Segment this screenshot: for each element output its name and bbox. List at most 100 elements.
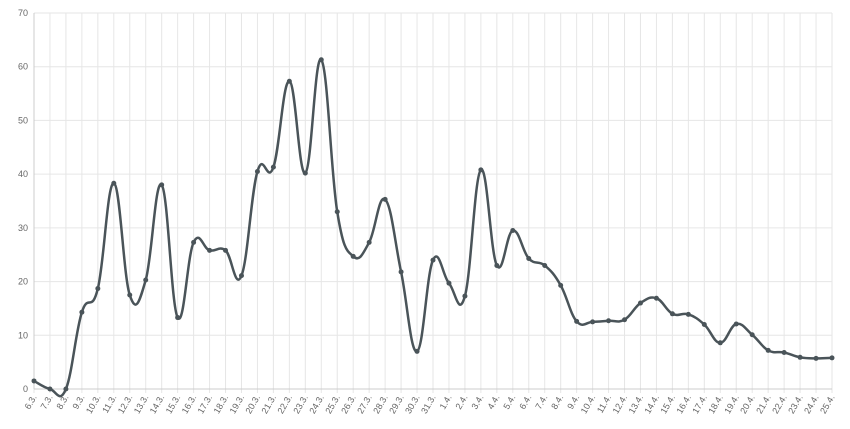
point — [765, 347, 771, 353]
point — [95, 286, 101, 292]
x-tick-label: 20.4. — [738, 393, 757, 415]
y-tick-label: 40 — [18, 169, 28, 179]
x-tick-label: 6.3. — [23, 393, 39, 411]
point — [143, 277, 149, 283]
point — [542, 262, 548, 268]
x-tick-label: 2.4. — [453, 393, 469, 411]
point — [159, 182, 165, 188]
x-tick-label: 30.3. — [403, 393, 422, 415]
x-tick-label: 5.4. — [501, 393, 517, 411]
x-tick-label: 18.3. — [212, 393, 231, 415]
point — [478, 167, 484, 173]
x-tick-label: 19.4. — [722, 393, 741, 415]
point — [813, 355, 819, 361]
point — [31, 378, 37, 384]
x-tick-label: 26.3. — [339, 393, 358, 415]
point — [653, 295, 659, 301]
x-tick-label: 11.3. — [100, 393, 118, 415]
point — [286, 78, 292, 84]
y-tick-label: 30 — [18, 223, 28, 233]
x-tick-label: 20.3. — [243, 393, 262, 415]
point — [254, 168, 260, 174]
point — [223, 247, 229, 253]
point — [334, 209, 340, 215]
x-tick-label: 24.3. — [307, 393, 326, 415]
x-tick-label: 12.4. — [611, 393, 630, 415]
point — [558, 282, 564, 288]
point — [366, 239, 372, 245]
point — [749, 332, 755, 338]
point — [590, 319, 596, 325]
point — [207, 247, 213, 253]
x-tick-label: 7.3. — [39, 393, 55, 411]
point — [111, 180, 117, 186]
x-tick-label: 27.3. — [355, 393, 374, 415]
point — [79, 309, 85, 315]
x-tick-label: 17.3. — [196, 393, 215, 415]
point — [191, 239, 197, 245]
point — [318, 57, 324, 63]
x-tick-label: 13.3. — [132, 393, 151, 415]
x-tick-label: 21.4. — [754, 393, 773, 415]
x-tick-label: 21.3. — [259, 393, 278, 415]
point — [574, 318, 580, 324]
x-tick-label: 1.4. — [438, 393, 454, 411]
point — [494, 262, 500, 268]
point — [414, 348, 420, 354]
point — [63, 386, 69, 392]
x-tick-label: 8.4. — [549, 393, 565, 411]
x-tick-label: 17.4. — [690, 393, 709, 415]
x-tick-label: 3.4. — [469, 393, 485, 411]
x-tick-label: 14.3. — [148, 393, 167, 415]
x-tick-label: 22.3. — [275, 393, 294, 415]
y-tick-label: 0 — [23, 384, 28, 394]
x-tick-label: 15.3. — [164, 393, 183, 415]
x-tick-label: 10.4. — [579, 393, 598, 415]
x-tick-label: 28.3. — [371, 393, 390, 415]
x-tick-label: 16.3. — [180, 393, 199, 415]
point — [733, 321, 739, 327]
point — [829, 355, 835, 361]
point — [238, 273, 244, 279]
x-tick-label: 10.3. — [84, 393, 103, 415]
point — [526, 255, 532, 261]
point — [382, 196, 388, 202]
x-tick-label: 29.3. — [387, 393, 406, 415]
point — [462, 293, 468, 299]
x-tick-label: 11.4. — [595, 393, 613, 415]
x-tick-label: 7.4. — [533, 393, 549, 411]
point — [350, 253, 356, 259]
y-tick-label: 60 — [18, 62, 28, 72]
x-tick-label: 25.4. — [818, 393, 837, 415]
point — [797, 354, 803, 360]
point — [175, 315, 181, 321]
point — [606, 318, 612, 324]
x-tick-label: 14.4. — [642, 393, 661, 415]
y-tick-label: 50 — [18, 115, 28, 125]
point — [781, 349, 787, 355]
x-tick-label: 15.4. — [658, 393, 677, 415]
x-tick-label: 24.4. — [802, 393, 821, 415]
point — [47, 386, 53, 392]
x-tick-label: 22.4. — [770, 393, 789, 415]
point — [701, 322, 707, 328]
x-tick-label: 6.4. — [517, 393, 533, 411]
x-tick-label: 25.3. — [323, 393, 342, 415]
point — [510, 228, 516, 234]
x-tick-label: 23.4. — [786, 393, 805, 415]
y-tick-label: 20 — [18, 277, 28, 287]
point — [685, 311, 691, 317]
point — [127, 292, 133, 298]
x-tick-label: 16.4. — [674, 393, 693, 415]
point — [637, 300, 643, 306]
x-tick-label: 19.3. — [228, 393, 247, 415]
x-tick-label: 4.4. — [485, 393, 501, 411]
x-tick-label: 31.3. — [419, 393, 438, 415]
x-tick-label: 18.4. — [706, 393, 725, 415]
x-tick-label: 23.3. — [291, 393, 310, 415]
point — [669, 311, 675, 317]
point — [430, 257, 436, 263]
point — [398, 269, 404, 275]
point — [717, 340, 723, 346]
